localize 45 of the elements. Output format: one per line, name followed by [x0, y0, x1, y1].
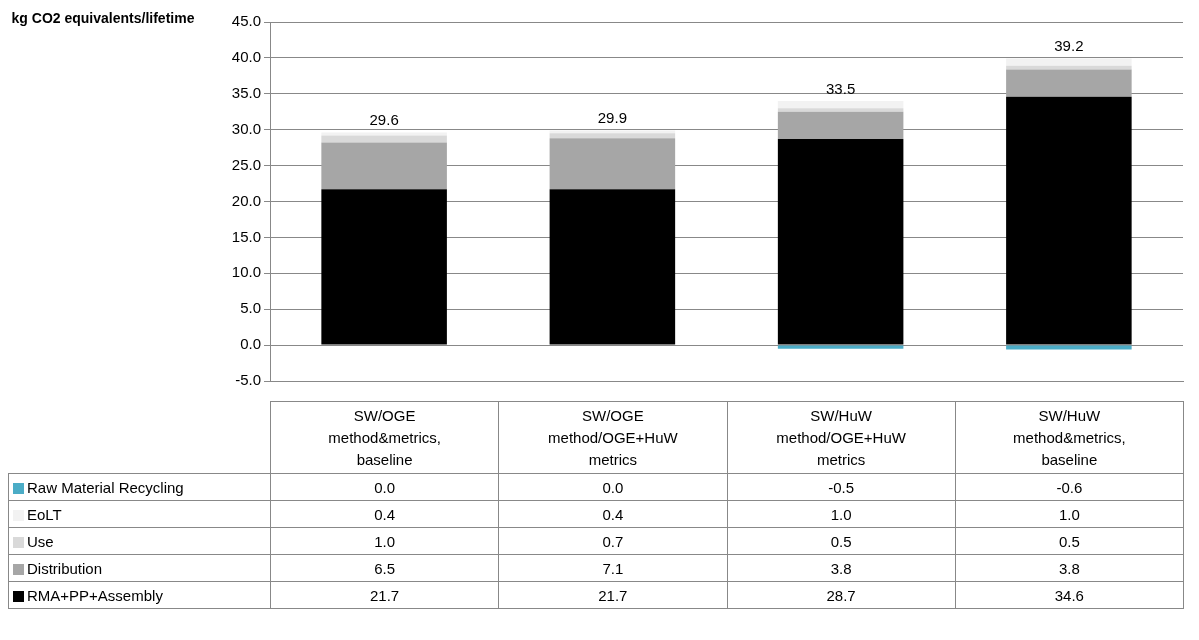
y-tick-label: 40.0 [231, 48, 261, 66]
y-tick-label: 10.0 [231, 263, 261, 281]
total-label: 39.2 [1054, 37, 1084, 55]
data-label: 1.0 [955, 500, 1184, 528]
data-label: 34.6 [955, 581, 1184, 609]
y-tick-label: 25.0 [231, 155, 261, 173]
legend-label: Use [27, 532, 54, 550]
data-label: 7.1 [498, 554, 727, 582]
total-label: 29.6 [369, 111, 399, 129]
data-label: 1.0 [727, 500, 956, 528]
data-label: 1.0 [270, 527, 499, 555]
data-label: 0.7 [498, 527, 727, 555]
data-label: 0.5 [727, 527, 956, 555]
y-tick-label: 45.0 [231, 12, 261, 30]
legend-label: EoLT [27, 505, 62, 523]
data-label: 0.5 [955, 527, 1184, 555]
data-label: 6.5 [270, 554, 499, 582]
y-tick-label: 0.0 [240, 335, 261, 353]
total-label: 33.5 [826, 79, 856, 97]
x-tick-label: SW/HuW method&metrics, baseline [955, 401, 1184, 474]
legend-label: Distribution [27, 559, 103, 577]
data-label: 0.0 [498, 473, 727, 501]
legend-label: Raw Material Recycling [27, 478, 184, 496]
data-label: 0.4 [270, 500, 499, 528]
data-label: 28.7 [727, 581, 956, 609]
x-tick-label: SW/HuW method/OGE+HuW metrics [727, 401, 956, 474]
data-label: -0.5 [727, 473, 956, 501]
y-tick-label: 30.0 [231, 119, 261, 137]
y-tick-label: 20.0 [231, 191, 261, 209]
data-label: 0.4 [498, 500, 727, 528]
y-tick-label: 35.0 [231, 83, 261, 101]
data-label: 21.7 [270, 581, 499, 609]
legend-label: RMA+PP+Assembly [27, 586, 163, 604]
y-tick-label: 5.0 [240, 299, 261, 317]
y-tick-label: -5.0 [235, 371, 261, 389]
x-tick-label: SW/OGE method/OGE+HuW metrics [498, 401, 727, 474]
data-label: 21.7 [498, 581, 727, 609]
data-label: 0.0 [270, 473, 499, 501]
data-label: 3.8 [727, 554, 956, 582]
y-axis-title: kg CO2 equivalents/lifetime [10, 9, 196, 28]
x-tick-label: SW/OGE method&metrics, baseline [270, 401, 499, 474]
data-label: 3.8 [955, 554, 1184, 582]
data-label: -0.6 [955, 473, 1184, 501]
y-tick-label: 15.0 [231, 227, 261, 245]
total-label: 29.9 [597, 109, 627, 127]
